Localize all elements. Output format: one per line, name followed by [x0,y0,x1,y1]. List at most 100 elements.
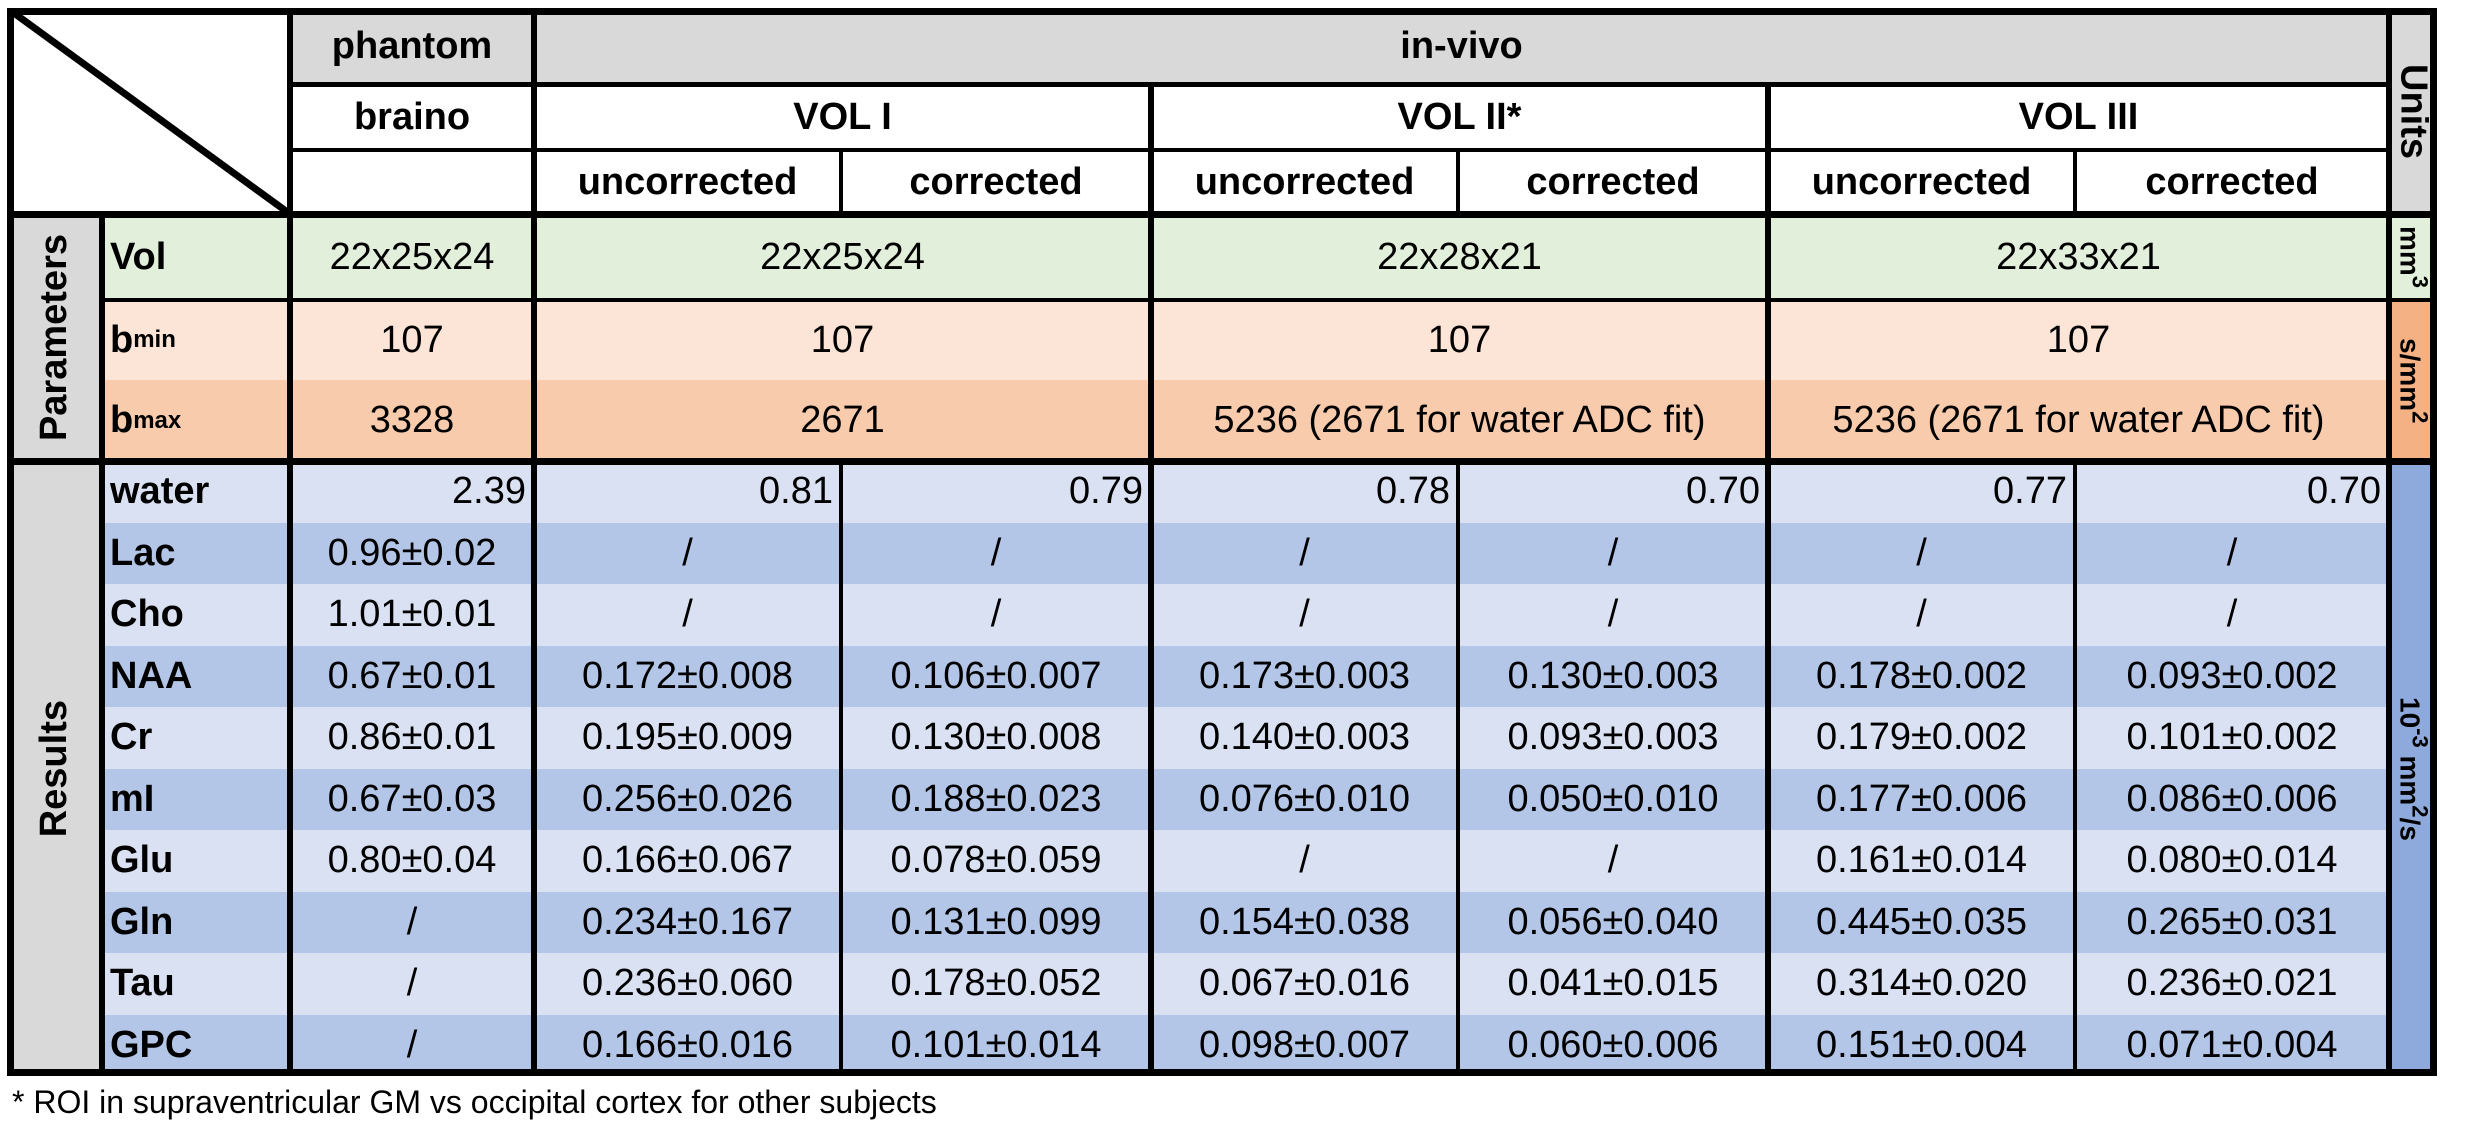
result-cell: 0.101±0.014 [841,1014,1151,1076]
param-vol-unit-text: mm3 [2393,226,2432,288]
param-vol-unit: mm3 [2389,214,2437,300]
result-cell: / [841,584,1151,646]
param-bmin-vol3: 107 [1768,300,2389,380]
header-vol1-corrected: corrected [909,160,1083,203]
result-cell: 0.179±0.002 [1768,707,2075,769]
param-b-unit-text: s/mm2 [2393,338,2432,423]
param-bmax-label-base: b [110,399,134,441]
result-cell: / [534,522,841,584]
results-unit-tail: /s [2394,817,2426,841]
border-right [2430,8,2437,1076]
result-cell: 0.78 [1151,461,1458,523]
result-cell: 0.256±0.026 [534,768,841,830]
header-vol3-corrected: corrected [2145,160,2319,203]
footnote: * ROI in supraventricular GM vs occipita… [12,1084,937,1120]
result-cell: 0.173±0.003 [1151,645,1458,707]
param-bmin-label-sub: min [133,326,176,353]
vline-units [2386,8,2392,1076]
result-label-cho: Cho [102,584,290,646]
result-cell: 2.39 [290,461,534,523]
vline-label [287,8,293,1076]
results-unit-post: mm [2394,747,2426,805]
param-bmax-vol2: 5236 (2671 for water ADC fit) [1151,380,1768,461]
header-vol1: VOL I [793,95,892,138]
result-cell: 0.086±0.006 [2075,768,2389,830]
header-vol2-uncorrected: uncorrected [1194,160,1415,203]
result-cell: 0.67±0.01 [290,645,534,707]
result-cell: / [2075,584,2389,646]
result-label-gln: Gln [102,891,290,953]
result-cell: 0.80±0.04 [290,830,534,892]
vline-group [99,214,105,1076]
results-unit: 10-3 mm2/s [2389,461,2437,1076]
result-label-water: water [102,461,290,523]
vline-phantom [531,8,537,1076]
result-label-lac: Lac [102,522,290,584]
param-bmin-phantom: 107 [290,300,534,380]
result-cell: 0.86±0.01 [290,707,534,769]
param-bmin-label-base: b [110,318,134,361]
result-cell: 0.098±0.007 [1151,1014,1458,1076]
param-bmin-vol2: 107 [1151,300,1768,380]
result-cell: 0.080±0.014 [2075,830,2389,892]
vline-sub-results-0 [839,461,843,1076]
param-vol-label: Vol [102,214,290,300]
result-label-tau: Tau [102,953,290,1015]
vline-sub-top-2 [2073,150,2077,214]
results-unit-sup2: 2 [2407,804,2433,818]
vline-sub-top-0 [839,150,843,214]
param-bmax-vol1: 2671 [534,380,1151,461]
result-cell: 0.70 [1458,461,1768,523]
hline-vol-bottom [290,148,2389,152]
result-cell: 0.96±0.02 [290,522,534,584]
result-cell: / [1768,584,2075,646]
header-units: Units [2389,8,2437,214]
group-parameters: Parameters [7,214,102,461]
results-unit-text: 10-3 mm2/s [2393,697,2432,841]
param-vol-unit-sup: 3 [2407,275,2433,289]
corner-cell [7,8,290,214]
param-bmax-label: b max [102,380,290,461]
result-cell: 0.81 [534,461,841,523]
result-cell: / [1151,522,1458,584]
result-label-mi: mI [102,768,290,830]
result-cell: / [841,522,1151,584]
result-cell: 0.314±0.020 [1768,953,2075,1015]
result-cell: 0.056±0.040 [1458,891,1768,953]
result-cell: 0.236±0.060 [534,953,841,1015]
group-parameters-label: Parameters [33,233,75,442]
result-cell: / [1768,522,2075,584]
param-vol-vol1: 22x25x24 [534,214,1151,300]
result-cell: 1.01±0.01 [290,584,534,646]
results-unit-pre: 10 [2394,696,2426,728]
hline-invivo-bottom [290,82,2389,87]
result-cell: 0.172±0.008 [534,645,841,707]
param-vol-phantom: 22x25x24 [290,214,534,300]
result-cell: / [1458,830,1768,892]
hline-header-bottom [7,211,2437,218]
result-cell: 0.188±0.023 [841,768,1151,830]
param-bmin-vol1: 107 [534,300,1151,380]
result-cell: 0.154±0.038 [1151,891,1458,953]
result-cell: 0.195±0.009 [534,707,841,769]
result-cell: / [290,891,534,953]
result-cell: 0.151±0.004 [1768,1014,2075,1076]
results-unit-sup: -3 [2407,727,2433,748]
result-cell: 0.076±0.010 [1151,768,1458,830]
result-cell: / [1458,522,1768,584]
group-results-label: Results [33,699,75,838]
header-braino: braino [353,95,471,138]
hline-params-bottom [7,458,2437,465]
result-cell: / [2075,522,2389,584]
border-top [7,8,2437,15]
result-cell: 0.178±0.002 [1768,645,2075,707]
param-vol-vol2: 22x28x21 [1151,214,1768,300]
result-cell: 0.067±0.016 [1151,953,1458,1015]
header-vol2-corrected: corrected [1526,160,1700,203]
vline-sub-results-1 [1456,461,1460,1076]
vline-sub-top-1 [1456,150,1460,214]
header-vol3-uncorrected: uncorrected [1811,160,2032,203]
result-cell: 0.77 [1768,461,2075,523]
result-cell: 0.166±0.016 [534,1014,841,1076]
result-cell: 0.130±0.003 [1458,645,1768,707]
